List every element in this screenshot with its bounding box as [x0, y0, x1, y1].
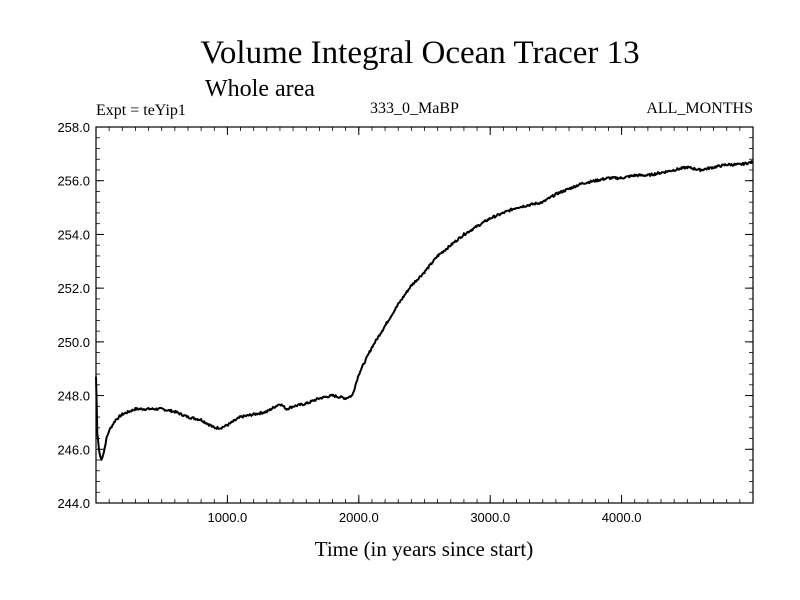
- y-tick-label: 246.0: [57, 442, 90, 457]
- minor-ticks: [95, 126, 754, 504]
- y-tick-label: 256.0: [57, 174, 90, 189]
- y-tick-label: 250.0: [57, 335, 90, 350]
- y-tick-label: 248.0: [57, 389, 90, 404]
- x-axis-label: Time (in years since start): [315, 537, 534, 561]
- x-tick-label: 3000.0: [470, 510, 510, 525]
- x-tick-label: 2000.0: [339, 510, 379, 525]
- series-line-tracer-13: [95, 160, 754, 461]
- experiment-label: Expt = teYip1: [96, 102, 186, 119]
- x-axis: 1000.0 2000.0 3000.0 4000.0: [208, 127, 642, 525]
- y-axis: 244.0 246.0 248.0 250.0 252.0 254.0 256.0 258.0: [57, 120, 753, 511]
- y-tick-label: 258.0: [57, 120, 90, 135]
- y-tick-label: 254.0: [57, 227, 90, 242]
- chart-subtitle: Whole area: [205, 76, 315, 102]
- plot-frame: [95, 126, 754, 504]
- x-tick-label: 4000.0: [602, 510, 642, 525]
- months-label: ALL_MONTHS: [646, 100, 753, 117]
- y-tick-label: 244.0: [57, 496, 90, 511]
- x-tick-label: 1000.0: [208, 510, 248, 525]
- chart-title: Volume Integral Ocean Tracer 13: [200, 35, 639, 71]
- period-label: 333_0_MaBP: [370, 100, 459, 117]
- y-tick-label: 252.0: [57, 281, 90, 296]
